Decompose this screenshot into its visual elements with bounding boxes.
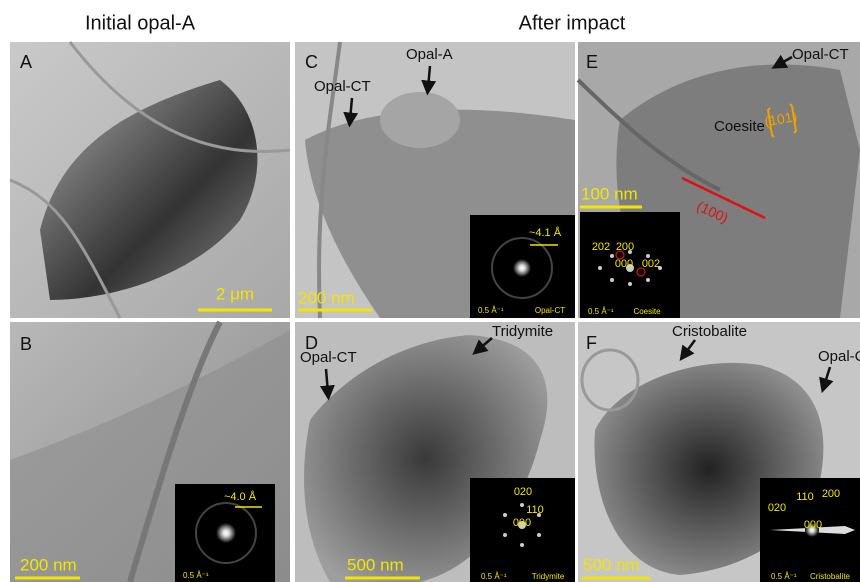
inset-index: 110	[796, 491, 814, 503]
annotation: Opal-CT	[792, 46, 849, 63]
scale-bar-label: 500 nm	[347, 555, 404, 574]
inset-index: 110	[526, 504, 544, 516]
inset-index: 020	[768, 502, 786, 514]
panel-letter: F	[586, 333, 597, 353]
annotation: Opal-CT	[818, 348, 860, 365]
inset-phase: Cristobalite	[810, 572, 851, 581]
panel-letter: B	[20, 334, 32, 354]
panel-letter: E	[586, 52, 598, 72]
scale-bar-label: 100 nm	[581, 184, 638, 203]
inset-index: 202	[592, 241, 610, 253]
header-right: After impact	[519, 12, 626, 34]
inset-index: 200	[822, 488, 840, 500]
scale-bar-label: 500 nm	[583, 555, 640, 574]
panel-letter: A	[20, 52, 32, 72]
inset-scale: 0.5 Å⁻¹	[183, 571, 209, 580]
panel-d: D Opal-CT Tridymite 500 nm 020 110 000 0…	[295, 322, 575, 582]
annotation: Opal-CT	[314, 78, 371, 95]
panel-b: B 200 nm ~4.0 Å 0.5 Å⁻¹	[10, 322, 290, 582]
panel-a: A 2 μm	[10, 42, 290, 318]
inset-index: 020	[514, 486, 532, 498]
annotation: Coesite	[714, 118, 765, 135]
inset-scale: 0.5 Å⁻¹	[588, 307, 614, 316]
scale-bar-label: 200 nm	[20, 555, 77, 574]
inset-phase: Tridymite	[532, 572, 565, 581]
annotation: Tridymite	[492, 323, 553, 340]
inset-index: 000	[513, 517, 531, 529]
panel-letter: C	[305, 52, 318, 72]
annotation: Opal-A	[406, 46, 453, 63]
panel-c: C Opal-A Opal-CT 200 nm ~4.1 Å 0.5 Å⁻¹ O…	[295, 42, 575, 318]
annotation: Opal-CT	[300, 349, 357, 366]
scale-bar-label: 2 μm	[216, 284, 254, 303]
inset-scale: 0.5 Å⁻¹	[771, 572, 797, 581]
inset-scale: 0.5 Å⁻¹	[478, 306, 504, 315]
inset-index: 000	[615, 258, 633, 270]
inset-spacing: ~4.1 Å	[529, 226, 562, 239]
figure: Initial opal-A After impact A 2 μm B 200…	[0, 0, 860, 582]
annotation: Cristobalite	[672, 323, 747, 340]
panel-e: E Opal-CT Coesite (101) (100) 100 nm 202…	[578, 42, 860, 318]
inset-phase: Opal-CT	[535, 306, 565, 315]
header-left: Initial opal-A	[85, 12, 196, 34]
scale-bar-label: 200 nm	[298, 288, 355, 307]
panel-f: F Cristobalite Opal-CT 500 nm 020 110 20…	[578, 322, 860, 582]
inset-phase: Coesite	[633, 307, 661, 316]
inset-spacing: ~4.0 Å	[224, 490, 257, 503]
inset-index: 002	[642, 258, 660, 270]
inset-scale: 0.5 Å⁻¹	[481, 572, 507, 581]
inset-index: 200	[616, 241, 634, 253]
inset-index: 000	[804, 519, 822, 531]
